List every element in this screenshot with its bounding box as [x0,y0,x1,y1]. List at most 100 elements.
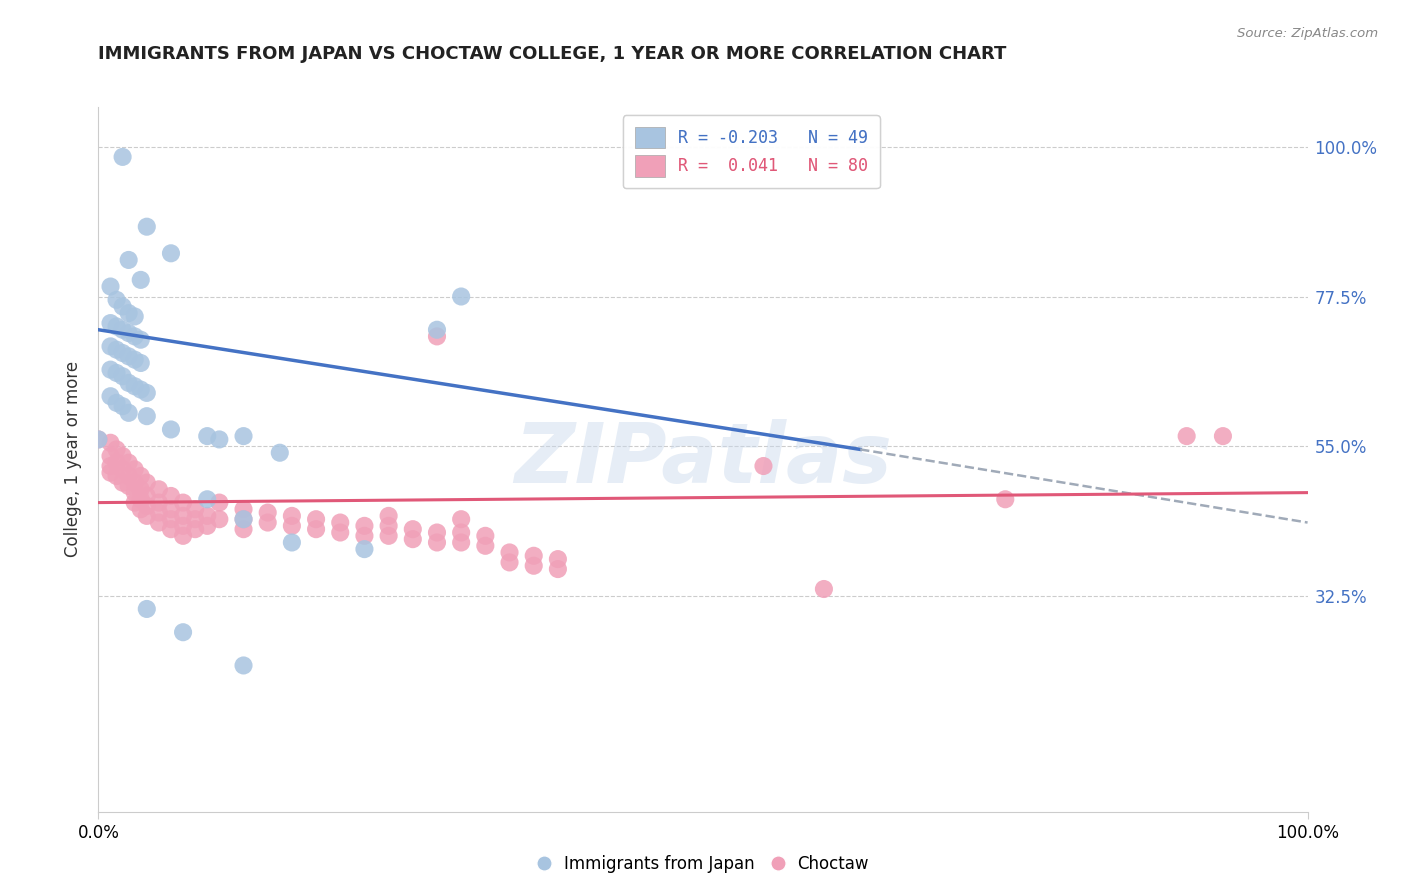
Point [124,485,146,500]
Point [402,532,425,546]
Point [184,502,207,516]
Point [498,545,520,559]
Point [160,502,183,516]
Point [111,150,134,164]
Point [124,310,146,324]
Point [135,475,157,490]
Point [232,502,254,516]
Point [160,422,183,436]
Point [195,508,218,523]
Point [118,376,141,390]
Point [208,512,231,526]
Point [474,539,496,553]
Text: ZIPatlas: ZIPatlas [515,419,891,500]
Point [172,519,194,533]
Point [148,506,170,520]
Point [329,516,352,530]
Point [129,492,152,507]
Point [994,492,1017,507]
Point [100,449,122,463]
Point [118,479,141,493]
Point [87,433,110,447]
Point [752,458,775,473]
Point [353,529,375,543]
Text: IMMIGRANTS FROM JAPAN VS CHOCTAW COLLEGE, 1 YEAR OR MORE CORRELATION CHART: IMMIGRANTS FROM JAPAN VS CHOCTAW COLLEGE… [98,45,1007,62]
Point [105,366,128,380]
Point [118,456,141,470]
Point [1212,429,1234,443]
Point [129,383,152,397]
Point [105,293,128,307]
Point [129,356,152,370]
Point [100,279,122,293]
Point [100,339,122,353]
Point [118,406,141,420]
Point [111,449,134,463]
Point [474,529,496,543]
Point [426,323,449,337]
Point [100,389,122,403]
Point [124,495,146,509]
Point [281,508,304,523]
Point [195,429,218,443]
Point [135,499,157,513]
Point [129,273,152,287]
Point [124,379,146,393]
Point [172,508,194,523]
Point [105,469,128,483]
Point [118,349,141,363]
Point [160,246,183,260]
Point [111,323,134,337]
Point [124,475,146,490]
Point [124,329,146,343]
Point [100,466,122,480]
Point [329,525,352,540]
Point [232,429,254,443]
Point [148,516,170,530]
Point [135,508,157,523]
Point [450,512,472,526]
Point [135,409,157,424]
Point [100,458,122,473]
Point [184,512,207,526]
Point [377,519,399,533]
Point [160,522,183,536]
Point [208,433,231,447]
Point [232,658,254,673]
Point [124,462,146,476]
Point [450,289,472,303]
Point [105,343,128,357]
Point [523,549,546,563]
Point [232,512,254,526]
Point [129,502,152,516]
Point [377,529,399,543]
Point [184,522,207,536]
Point [305,512,328,526]
Point [118,306,141,320]
Point [124,352,146,367]
Point [105,456,128,470]
Point [208,495,231,509]
Point [100,316,122,330]
Point [256,516,278,530]
Point [450,525,472,540]
Point [105,396,128,410]
Point [111,462,134,476]
Point [148,495,170,509]
Point [129,469,152,483]
Point [135,219,157,234]
Point [1175,429,1198,443]
Legend: Immigrants from Japan, Choctaw: Immigrants from Japan, Choctaw [530,848,876,880]
Point [256,506,278,520]
Legend: R = -0.203   N = 49, R =  0.041   N = 80: R = -0.203 N = 49, R = 0.041 N = 80 [623,115,880,188]
Point [305,522,328,536]
Point [111,346,134,360]
Point [111,300,134,314]
Point [353,519,375,533]
Point [547,562,569,576]
Point [105,319,128,334]
Point [100,435,122,450]
Point [195,492,218,507]
Point [281,535,304,549]
Point [281,519,304,533]
